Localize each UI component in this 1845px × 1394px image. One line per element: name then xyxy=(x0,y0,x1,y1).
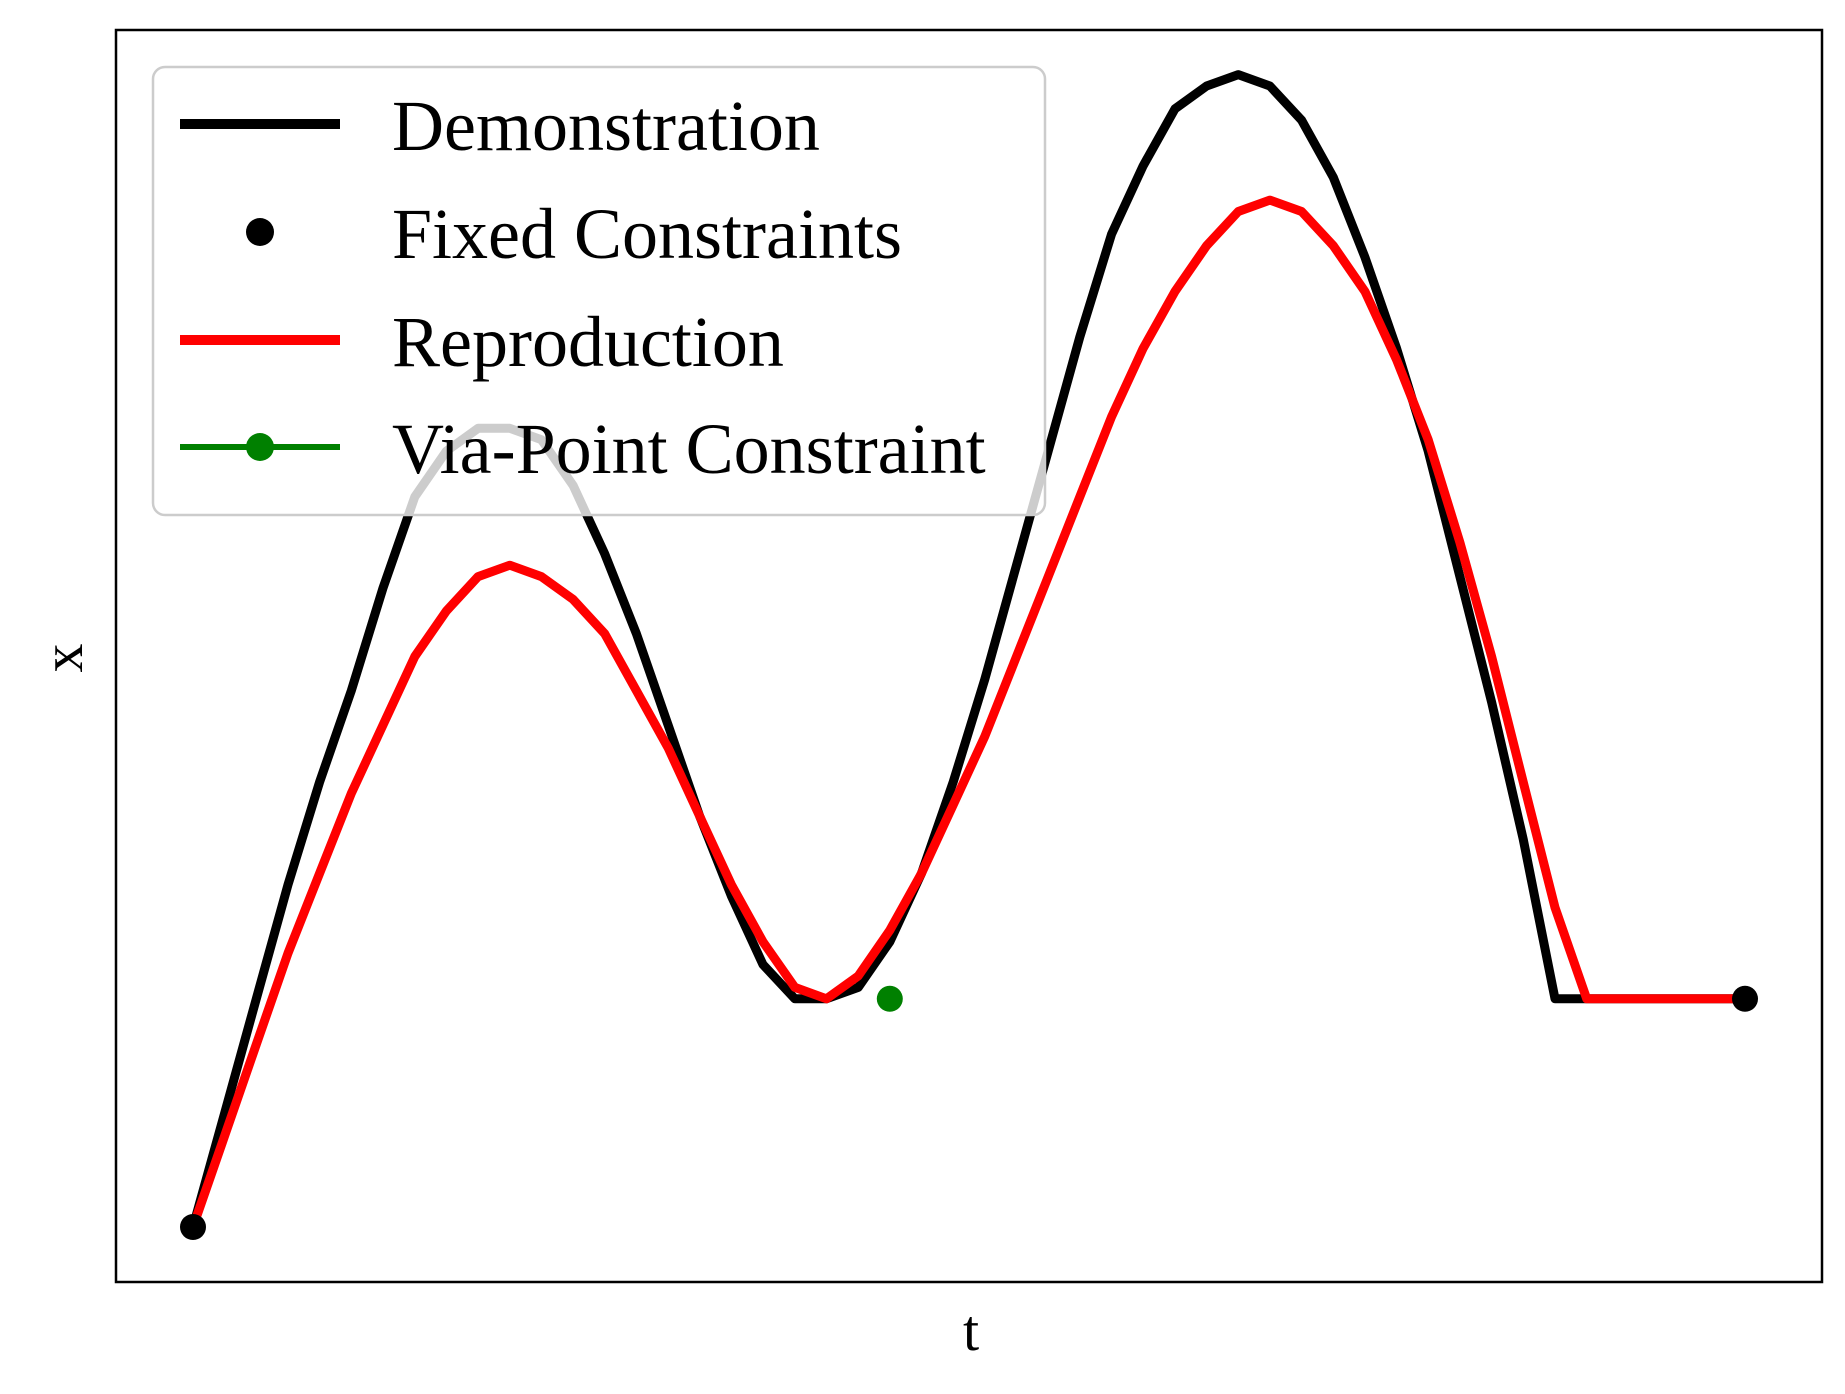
legend-swatch-fixed-constraints xyxy=(246,218,274,246)
series-point-fixed-constraints xyxy=(180,1214,206,1240)
legend-label-reproduction: Reproduction xyxy=(392,302,784,382)
series-point-fixed-constraints xyxy=(1732,985,1758,1012)
legend-entry-reproduction: Reproduction xyxy=(180,302,784,382)
x-axis-label: t xyxy=(963,1298,979,1363)
legend-entry-via-point-constraint: Via-Point Constraint xyxy=(180,409,986,489)
legend-entry-fixed-constraints: Fixed Constraints xyxy=(246,194,902,274)
axes-frame xyxy=(114,28,1824,1284)
legend-entry-demonstration: Demonstration xyxy=(180,86,820,166)
legend-label-demonstration: Demonstration xyxy=(392,86,820,166)
legend-frame xyxy=(151,65,1047,517)
series-point-via-point-constraint xyxy=(876,985,903,1012)
legend-swatch-marker-via-point-constraint xyxy=(246,433,274,461)
legend-label-fixed-constraints: Fixed Constraints xyxy=(392,194,902,274)
legend-label-via-point-constraint: Via-Point Constraint xyxy=(392,409,986,489)
legend: Demonstration Fixed Constraints Reproduc… xyxy=(151,65,1047,517)
series-line-reproduction xyxy=(188,195,1745,1229)
y-axis-label: x xyxy=(30,644,95,673)
